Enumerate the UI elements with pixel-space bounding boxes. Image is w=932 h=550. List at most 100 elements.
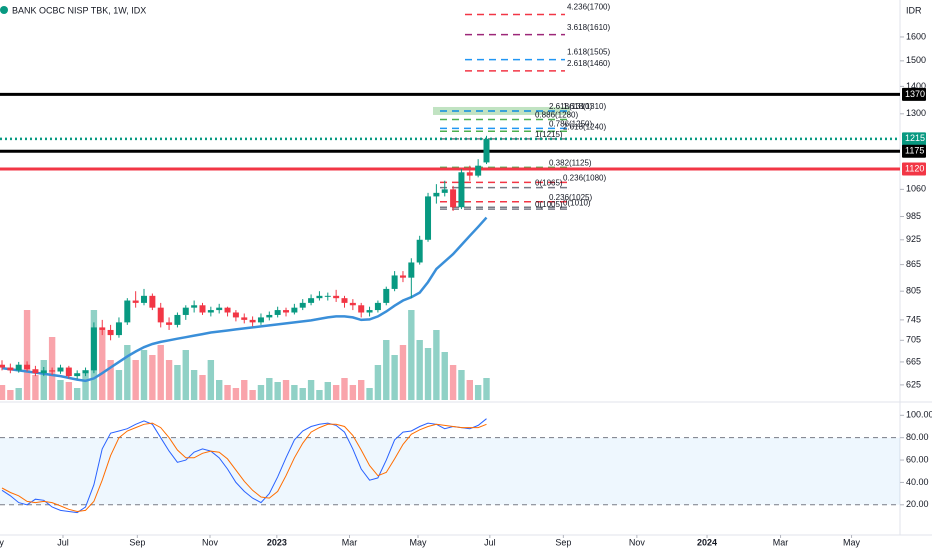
candle-body	[366, 310, 373, 313]
volume-bar	[483, 378, 490, 400]
y-tick-label: 925	[906, 234, 921, 244]
volume-bar	[249, 390, 256, 400]
volume-bar	[424, 348, 432, 400]
y-tick-label: 60.00	[906, 454, 929, 464]
volume-bar	[23, 310, 31, 400]
candle-body	[441, 189, 448, 193]
y-tick-label: 865	[906, 259, 921, 269]
candle-body	[433, 192, 440, 197]
level-tag	[902, 162, 926, 176]
volume-bar	[241, 380, 248, 400]
volume-bar	[140, 350, 148, 400]
volume-bar	[366, 388, 373, 400]
volume-bar	[224, 385, 231, 400]
level-tag	[902, 87, 926, 101]
chart-title: BANK OCBC NISP TBK, 1W, IDX	[12, 5, 146, 15]
candle-body	[15, 364, 22, 371]
volume-bar	[124, 345, 131, 400]
volume-bar	[65, 382, 73, 400]
fib-label: 2.618(1240)	[563, 122, 606, 131]
x-tick-label: Nov	[202, 537, 219, 547]
level-tag-label: 1370	[905, 89, 925, 99]
candle-body	[249, 319, 256, 323]
volume-bar	[282, 380, 290, 400]
volume-bar	[232, 388, 240, 400]
candle-body	[132, 300, 139, 303]
candle-body	[274, 310, 281, 315]
candle-body	[358, 305, 365, 313]
x-tick-label: Jul	[57, 537, 69, 547]
x-tick-label: May	[409, 537, 427, 547]
candle-body	[32, 369, 39, 374]
candle-body	[299, 302, 306, 308]
volume-bar	[266, 378, 273, 400]
y-tick-label: 665	[906, 356, 921, 366]
volume-bar	[458, 370, 465, 400]
candle-body	[383, 288, 390, 303]
fib-label: 1(1215)	[535, 130, 563, 139]
volume-bar	[115, 370, 123, 400]
candle-body	[324, 295, 331, 297]
fib-label: 0.886(1280)	[535, 111, 578, 120]
moving-average	[1, 216, 488, 383]
candle-body	[90, 327, 97, 371]
candle-body	[466, 172, 473, 176]
volume-bar	[416, 340, 423, 400]
fib-label: 0(1065)	[535, 179, 563, 188]
volume-bar	[207, 360, 215, 400]
volume-bar	[408, 310, 415, 400]
volume-bar	[32, 375, 39, 400]
volume-bar	[257, 385, 265, 400]
y-tick-label: 1600	[906, 31, 926, 41]
candle-body	[374, 302, 381, 311]
volume-bar	[383, 340, 390, 400]
volume-bar	[190, 370, 198, 400]
volume-bar	[299, 388, 306, 400]
oscillator-line	[1, 418, 487, 514]
level-tag-label: 1175	[905, 146, 924, 156]
candle-body	[266, 314, 273, 318]
x-tick-label: May	[843, 537, 861, 547]
candle-body	[207, 310, 214, 313]
candle-body	[391, 275, 398, 289]
y-tick-label: 705	[906, 335, 921, 345]
level-tag-label: 1215	[905, 133, 925, 143]
candle-body	[24, 364, 31, 370]
candle-body	[291, 307, 298, 313]
candle-body	[49, 370, 56, 372]
candle-body	[333, 295, 340, 299]
fib-label: 0.236(1080)	[563, 174, 606, 183]
volume-bar	[165, 360, 173, 400]
fib-label: 1.618(1505)	[567, 48, 610, 57]
fib-label: 4.236(1700)	[567, 3, 610, 12]
volume-bar	[374, 365, 382, 400]
x-tick-label: Sep	[129, 537, 145, 547]
fib-label: 2.618(1460)	[567, 59, 610, 68]
volume-bar	[324, 382, 331, 400]
candle-body	[182, 307, 189, 315]
candle-body	[141, 295, 148, 303]
candle-body	[107, 329, 114, 336]
currency-label: IDR	[906, 5, 922, 15]
x-tick-label: Nov	[629, 537, 646, 547]
candle-body	[257, 317, 264, 323]
volume-bar	[358, 380, 365, 400]
y-tick-label: 20.00	[906, 499, 929, 509]
volume-bar	[274, 382, 281, 400]
oscillator-line	[1, 422, 487, 513]
volume-bar	[174, 365, 181, 400]
volume-bar	[341, 378, 348, 400]
volume-bar	[149, 355, 156, 400]
x-tick-label: May	[0, 537, 4, 547]
level-tag	[902, 144, 926, 158]
y-tick-label: 805	[906, 286, 921, 296]
candle-body	[65, 367, 72, 377]
fib-label: 2.618(1310)	[549, 102, 592, 111]
volume-bar	[107, 360, 114, 400]
x-tick-label: Sep	[555, 537, 571, 547]
candle-body	[157, 307, 164, 323]
volume-bar	[291, 385, 298, 400]
candle-body	[82, 370, 89, 374]
x-tick-label: Jul	[484, 537, 496, 547]
